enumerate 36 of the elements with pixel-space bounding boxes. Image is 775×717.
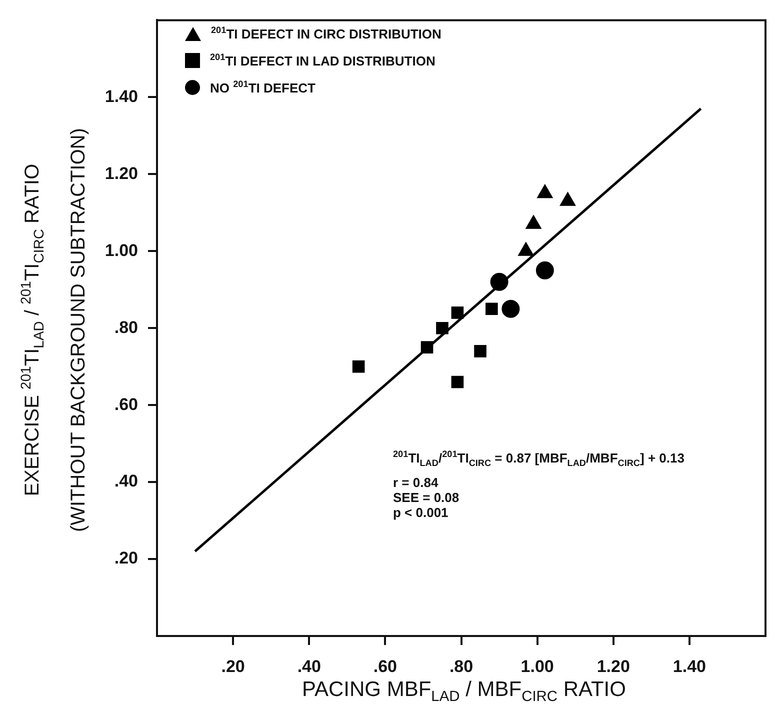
legend-label: $^{201}$TI DEFECT IN CIRC DISTRIBUTION [211, 25, 442, 42]
point [526, 215, 542, 229]
point [420, 341, 434, 354]
point [451, 306, 464, 319]
x-tick-label: 1.20 [596, 656, 630, 676]
x-tick-label: .20 [221, 656, 245, 676]
point [518, 242, 534, 256]
point [436, 322, 448, 334]
point [352, 360, 365, 373]
x-tick-label: 1.40 [672, 656, 706, 676]
y-tick-label: .80 [114, 318, 138, 337]
y-tick-label: 1.20 [104, 164, 138, 183]
y-tick-label: .20 [114, 548, 138, 568]
x-axis-title: PACING MBF$_{LAD}$ / MBF$_{CIRC}$ RATIO [301, 678, 627, 706]
point [560, 192, 576, 206]
point [536, 261, 554, 280]
text: $^{201}$TI$_{LAD}$/$^{201}$TI$_{CIRC}$ = 0.87 [MBF$_{LAD}$/MBF$_{CIRC}$] + 0.13 [393, 449, 684, 468]
annotation: SEE = 0.08 [393, 490, 460, 505]
legend-label: $^{201}$TI DEFECT IN LAD DISTRIBUTION [210, 52, 436, 69]
y-tick-label: .40 [114, 472, 138, 491]
point [537, 184, 553, 198]
annotation: r = 0.84 [393, 474, 440, 490]
point [451, 376, 464, 388]
x-tick-label: .60 [373, 656, 398, 676]
x-tick-label: .40 [297, 656, 321, 676]
point [474, 345, 486, 358]
y-tick-label: .60 [114, 394, 138, 414]
x-tick-label: .80 [449, 656, 474, 676]
legend-label: NO $^{201}$TI DEFECT [210, 79, 316, 96]
point [502, 300, 520, 318]
y-tick-label: 1.00 [104, 240, 138, 260]
point [490, 272, 508, 291]
annotation: p < 0.001 [393, 504, 450, 520]
x-tick-label: 1.00 [520, 656, 554, 676]
point [486, 302, 498, 316]
y-tick-label: 1.40 [104, 86, 138, 106]
